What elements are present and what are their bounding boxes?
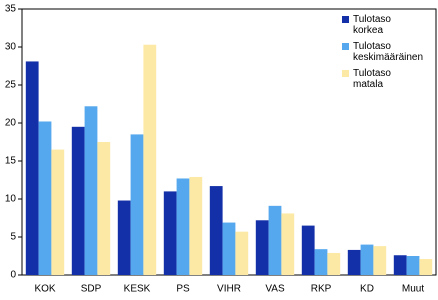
x-tick-label: KOK bbox=[34, 284, 55, 295]
bar bbox=[360, 244, 374, 275]
bar bbox=[25, 61, 39, 275]
bar bbox=[347, 249, 361, 275]
y-tick-label: 0 bbox=[10, 270, 16, 281]
bar bbox=[51, 149, 65, 275]
bar bbox=[71, 126, 85, 275]
bar bbox=[176, 178, 190, 275]
y-tick-label: 5 bbox=[10, 232, 16, 243]
bar bbox=[301, 225, 315, 275]
bar bbox=[97, 142, 111, 275]
y-tick-label: 35 bbox=[5, 4, 17, 15]
x-tick-label: SDP bbox=[81, 284, 102, 295]
bar bbox=[406, 256, 420, 275]
bar bbox=[327, 252, 341, 275]
y-tick-label: 15 bbox=[5, 156, 17, 167]
bar bbox=[209, 186, 223, 275]
bar bbox=[38, 121, 52, 275]
bar bbox=[314, 249, 328, 275]
bar bbox=[130, 134, 144, 275]
bar bbox=[281, 213, 295, 275]
bar bbox=[189, 176, 203, 275]
y-tick-label: 25 bbox=[5, 80, 17, 91]
x-tick-label: KD bbox=[360, 284, 374, 295]
bar bbox=[235, 231, 249, 275]
x-tick-label: PS bbox=[176, 284, 190, 295]
bar bbox=[393, 255, 407, 275]
x-tick-label: VIHR bbox=[217, 284, 241, 295]
x-tick-label: VAS bbox=[265, 284, 285, 295]
legend-swatch bbox=[342, 16, 349, 23]
bar bbox=[84, 106, 98, 275]
bar bbox=[419, 259, 433, 275]
bar bbox=[222, 222, 236, 275]
y-tick-label: 30 bbox=[5, 42, 17, 53]
legend-label: Tulotaso matala bbox=[353, 68, 391, 90]
bar bbox=[117, 200, 131, 275]
legend-label: Tulotaso keskimääräinen bbox=[353, 41, 423, 63]
bar bbox=[373, 246, 387, 275]
x-tick-label: RKP bbox=[311, 284, 332, 295]
bar bbox=[268, 205, 282, 275]
legend-label: Tulotaso korkea bbox=[353, 14, 391, 36]
x-tick-label: KESK bbox=[124, 284, 151, 295]
bar bbox=[255, 220, 269, 275]
y-tick-label: 20 bbox=[5, 118, 17, 129]
y-tick-label: 10 bbox=[5, 194, 17, 205]
legend-swatch bbox=[342, 43, 349, 50]
bar bbox=[163, 191, 177, 275]
bar bbox=[143, 44, 157, 275]
x-tick-label: Muut bbox=[402, 284, 424, 295]
legend-swatch bbox=[342, 70, 349, 77]
